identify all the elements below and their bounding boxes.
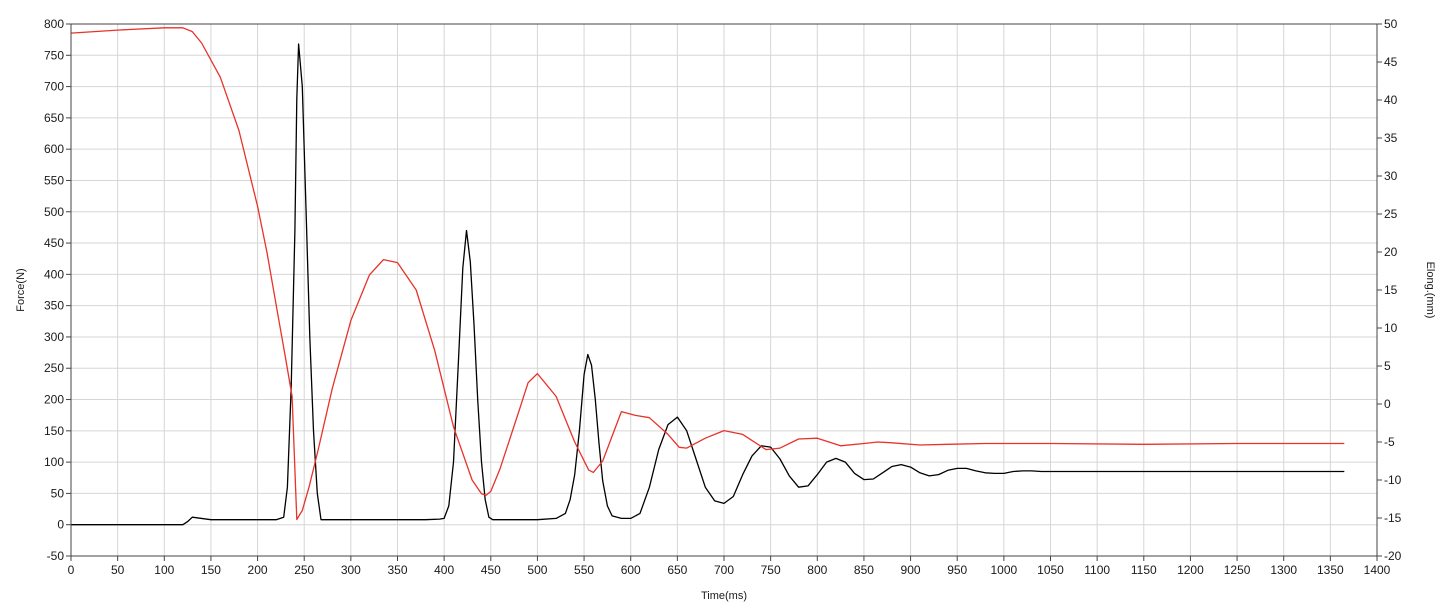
- x-tick-label: 400: [434, 563, 454, 577]
- x-tick-label: 1300: [1270, 563, 1297, 577]
- x-tick-label: 1200: [1177, 563, 1204, 577]
- x-tick-label: 1350: [1317, 563, 1344, 577]
- right-y-tick-label: 15: [1384, 283, 1398, 297]
- right-y-tick-label: 35: [1384, 131, 1398, 145]
- left-y-axis-title: Force(N): [15, 268, 27, 311]
- left-y-tick-label: 300: [44, 330, 64, 344]
- left-y-tick-label: 150: [44, 424, 64, 438]
- series-layer: [70, 27, 1345, 526]
- right-y-tick-label: 45: [1384, 55, 1398, 69]
- right-y-tick-label: 20: [1384, 245, 1398, 259]
- x-tick-label: 350: [387, 563, 407, 577]
- right-y-tick-label: 40: [1384, 93, 1398, 107]
- force-series-line: [71, 43, 1345, 526]
- x-tick-label: 150: [201, 563, 221, 577]
- x-tick-label: 250: [294, 563, 314, 577]
- x-tick-label: 600: [621, 563, 641, 577]
- axes: [66, 23, 1382, 561]
- right-y-tick-label: -15: [1384, 511, 1402, 525]
- left-y-tick-label: 500: [44, 205, 64, 219]
- x-tick-label: 450: [481, 563, 501, 577]
- x-tick-label: 0: [68, 563, 75, 577]
- x-tick-label: 1100: [1084, 563, 1110, 577]
- left-y-tick-label: 250: [44, 361, 64, 375]
- right-y-tick-label: -20: [1384, 549, 1402, 563]
- x-tick-label: 850: [854, 563, 874, 577]
- x-tick-label: 1000: [991, 563, 1018, 577]
- grid: [70, 23, 1378, 557]
- x-tick-label: 750: [761, 563, 781, 577]
- right-y-tick-label: 30: [1384, 169, 1398, 183]
- left-y-tick-label: 700: [44, 80, 64, 94]
- left-y-tick-label: 750: [44, 48, 64, 62]
- x-tick-label: 100: [154, 563, 174, 577]
- elongation-series-line: [70, 27, 1345, 521]
- x-tick-label: 500: [527, 563, 547, 577]
- x-tick-label: 1150: [1131, 563, 1157, 577]
- x-tick-label: 300: [341, 563, 361, 577]
- right-y-tick-label: -5: [1384, 435, 1395, 449]
- left-y-tick-label: 550: [44, 173, 64, 187]
- left-y-tick-label: 600: [44, 142, 64, 156]
- right-y-tick-label: -10: [1384, 473, 1402, 487]
- x-tick-label: 700: [714, 563, 734, 577]
- x-tick-label: 950: [947, 563, 967, 577]
- x-tick-label: 800: [807, 563, 827, 577]
- x-tick-label: 1050: [1037, 563, 1064, 577]
- left-y-tick-label: 100: [44, 455, 64, 469]
- x-tick-label: 200: [248, 563, 268, 577]
- right-y-tick-label: 25: [1384, 207, 1398, 221]
- x-tick-label: 900: [901, 563, 921, 577]
- left-y-tick-label: 400: [44, 267, 64, 281]
- left-y-tick-label: 650: [44, 111, 64, 125]
- left-y-tick-label: 0: [57, 518, 64, 532]
- left-y-tick-label: 800: [44, 17, 64, 31]
- x-tick-label: 1400: [1364, 563, 1391, 577]
- x-tick-label: 50: [111, 563, 125, 577]
- right-y-tick-label: 5: [1384, 359, 1391, 373]
- right-y-axis-title: Elong.(mm): [1424, 262, 1436, 319]
- x-axis-title: Time(ms): [701, 590, 747, 602]
- left-y-tick-label: 200: [44, 393, 64, 407]
- x-tick-label: 550: [574, 563, 594, 577]
- left-y-tick-label: -50: [47, 549, 65, 563]
- left-y-tick-label: 450: [44, 236, 64, 250]
- right-y-tick-label: 0: [1384, 397, 1391, 411]
- x-tick-label: 1250: [1224, 563, 1251, 577]
- x-tick-label: 650: [667, 563, 687, 577]
- left-y-tick-label: 350: [44, 299, 64, 313]
- tick-labels: 0 50 100 150 200 250 300 350 400 450 500 550 600 650 7…: [44, 17, 1402, 577]
- left-y-tick-label: 50: [51, 486, 65, 500]
- right-y-tick-label: 10: [1384, 321, 1398, 335]
- right-y-tick-label: 50: [1384, 17, 1398, 31]
